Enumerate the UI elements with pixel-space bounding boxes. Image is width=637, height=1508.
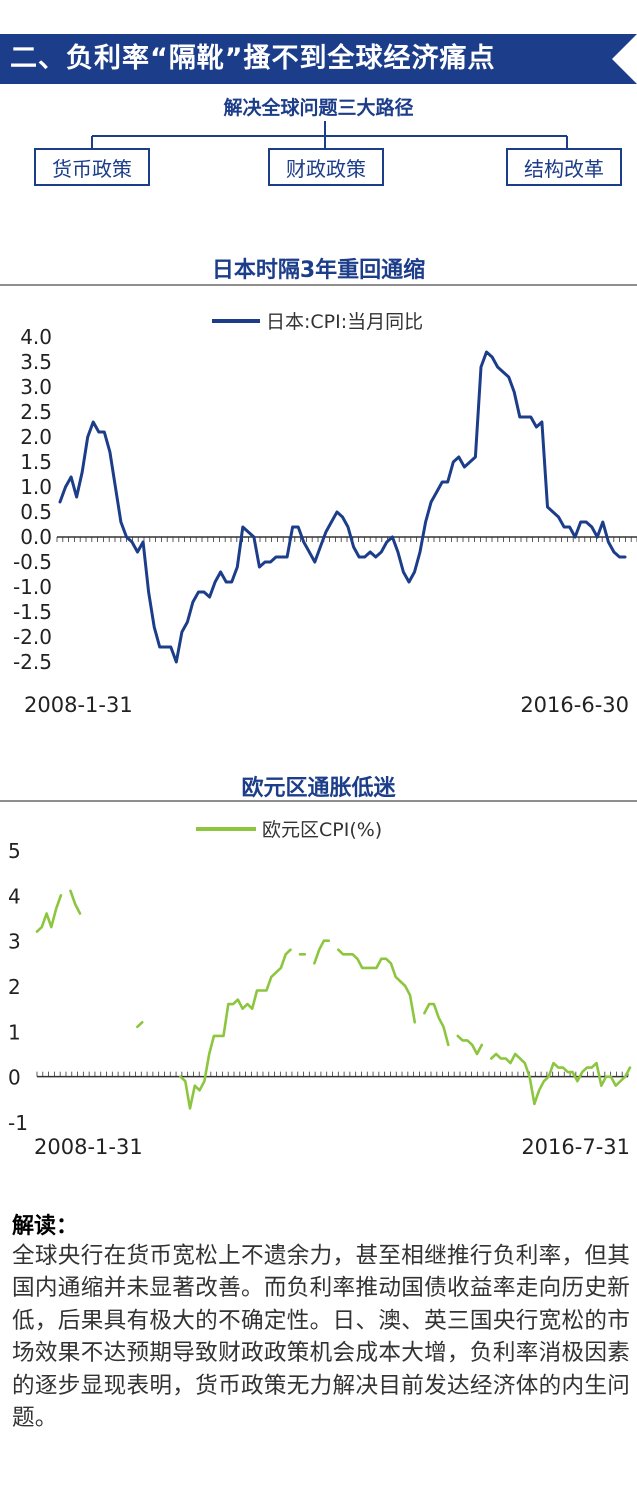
y-tick-label: -2.0	[13, 625, 52, 649]
y-tick-label: 2.5	[20, 400, 52, 424]
japan-chart-rule	[0, 284, 637, 286]
y-tick-label: 4.0	[20, 325, 52, 349]
y-tick-label: 2.0	[20, 425, 52, 449]
y-tick-label: 3.0	[20, 375, 52, 399]
commentary-body: 全球央行在货币宽松上不遗余力，甚至相继推行负利率，但其国内通缩并未显著改善。而负…	[12, 1243, 630, 1432]
legend-label: 欧元区CPI(%)	[262, 819, 382, 841]
x-end-label: 2016-7-31	[521, 1135, 630, 1159]
y-tick-label: 1.0	[20, 475, 52, 499]
y-tick-label: 0.5	[20, 500, 52, 524]
y-tick-label: -0.5	[13, 550, 52, 574]
y-tick-label: -1	[8, 1111, 28, 1135]
section-title: 二、负利率“隔靴”搔不到全球经济痛点	[10, 43, 496, 74]
y-tick-label: 0	[8, 1066, 21, 1090]
y-tick-label: 1.5	[20, 450, 52, 474]
paths-connector	[91, 121, 568, 149]
y-tick-label: 3.5	[20, 350, 52, 374]
y-tick-label: 0.0	[20, 525, 52, 549]
legend-label: 日本:CPI:当月同比	[266, 311, 423, 333]
y-tick-label: 1	[8, 1020, 21, 1044]
y-tick-label: -1.0	[13, 575, 52, 599]
y-tick-label: 5	[8, 839, 21, 863]
y-tick-label: 3	[8, 930, 21, 954]
series-line	[35, 889, 632, 1110]
y-tick-label: 4	[8, 884, 21, 908]
x-axis-ticks	[36, 1071, 629, 1077]
path-box-monetary: 货币政策	[34, 148, 150, 186]
x-end-label: 2016-6-30	[520, 693, 629, 717]
y-tick-label: -2.5	[13, 650, 52, 674]
japan-chart-title: 日本时隔3年重回通缩	[211, 258, 426, 283]
y-tick-label: 2	[8, 975, 21, 999]
paths-title: 解决全球问题三大路径	[223, 97, 414, 119]
y-tick-label: -1.5	[13, 600, 52, 624]
x-axis-ticks	[56, 537, 637, 542]
euro-cpi-chart: 5 4 3 2 1 0 -1 欧元区CPI(%) 2008-1-31 2016-7-31	[8, 819, 632, 1159]
x-start-label: 2008-1-31	[24, 693, 133, 717]
path-box-structural: 结构改革	[506, 148, 622, 186]
euro-chart-rule	[0, 800, 637, 802]
japan-cpi-chart: 4.03.53.02.52.01.51.00.50.0-0.5-1.0-1.5-…	[13, 311, 637, 717]
x-start-label: 2008-1-31	[34, 1135, 143, 1159]
path-box-fiscal: 财政政策	[268, 148, 384, 186]
section-header-banner	[0, 34, 637, 84]
commentary-heading: 解读：	[12, 1214, 79, 1239]
series-line	[58, 350, 627, 664]
euro-chart-title: 欧元区通胀低迷	[241, 776, 396, 801]
